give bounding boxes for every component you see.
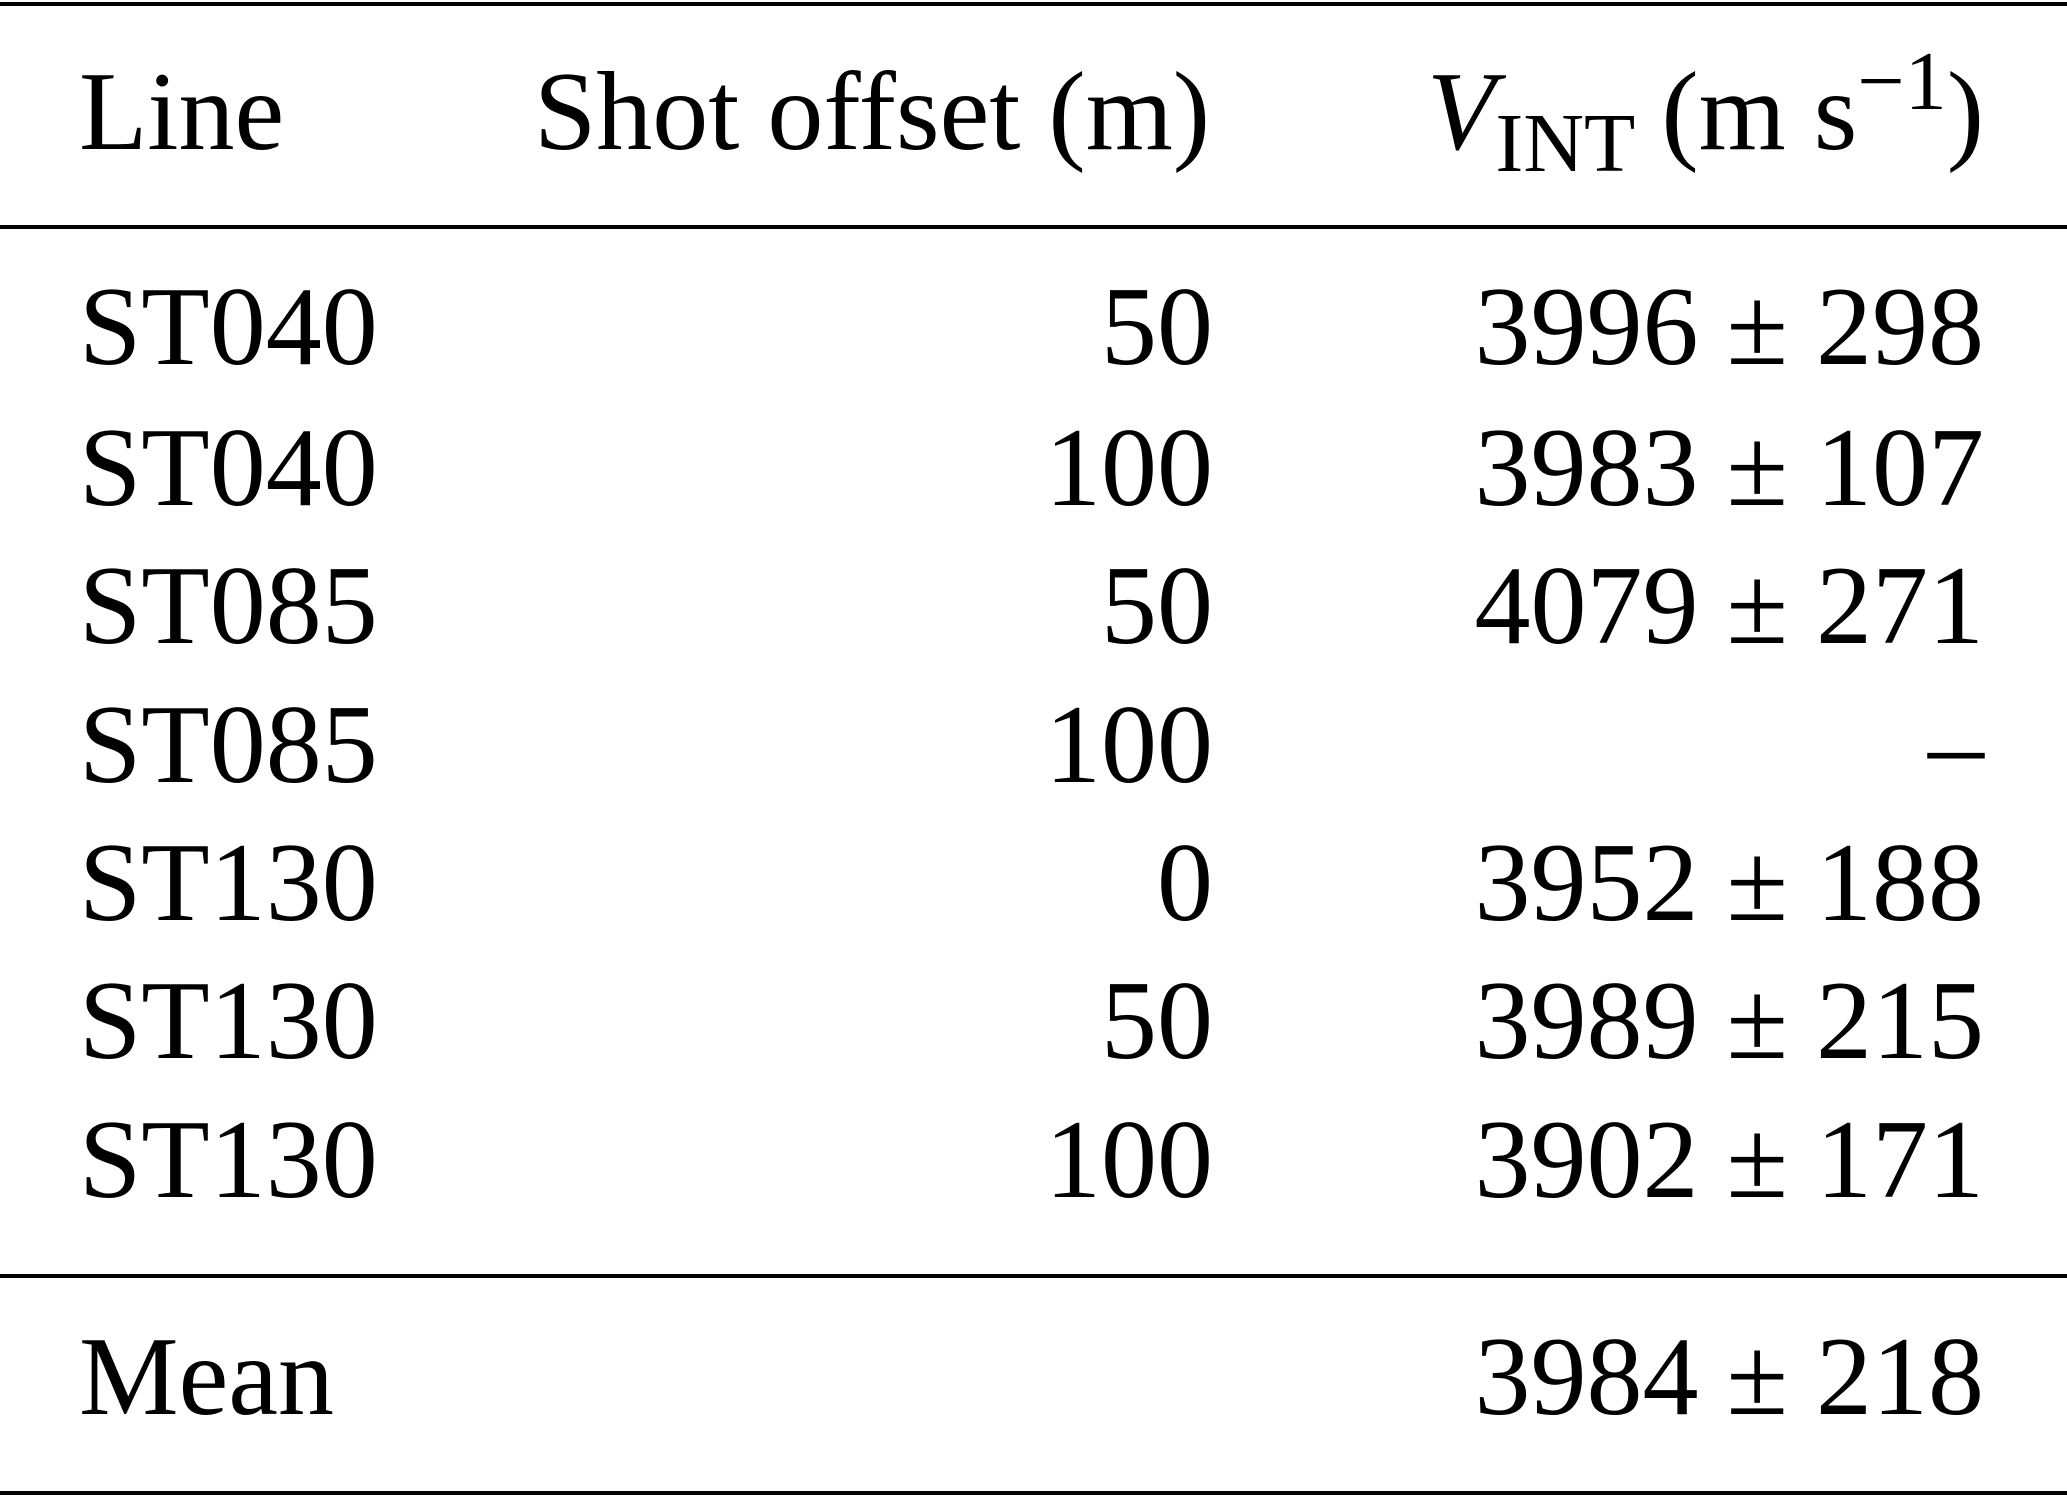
header-cell: Line xyxy=(79,50,285,174)
subscript: INT xyxy=(1495,97,1636,190)
table-cell: ST085 xyxy=(79,683,378,807)
table-cell: 100 xyxy=(1045,683,1213,807)
footer-rule xyxy=(0,1274,2067,1278)
table-cell: 50 xyxy=(1101,959,1213,1083)
bottom-rule xyxy=(0,1491,2067,1495)
table-cell: ST040 xyxy=(79,406,378,530)
table-cell: 3996 ± 298 xyxy=(1474,265,1984,389)
table-cell: 4079 ± 271 xyxy=(1474,544,1984,668)
table-cell: ST130 xyxy=(79,1098,378,1222)
table-cell: 3952 ± 188 xyxy=(1474,821,1984,945)
table-cell: ST085 xyxy=(79,544,378,668)
header-cell: Shot offset (m) xyxy=(534,50,1211,174)
table-cell: 100 xyxy=(1045,1098,1213,1222)
table-cell: ST130 xyxy=(79,959,378,1083)
table-cell: 3983 ± 107 xyxy=(1474,406,1984,530)
symbol: V xyxy=(1426,50,1496,174)
table-cell: 0 xyxy=(1157,821,1213,945)
table-cell: ST040 xyxy=(79,265,378,389)
footer-label: Mean xyxy=(79,1315,335,1439)
header-cell: VINT (m s−1) xyxy=(1427,40,1984,186)
table-cell: 50 xyxy=(1101,544,1213,668)
unit: (m s xyxy=(1661,50,1858,174)
table-cell: 3902 ± 171 xyxy=(1474,1098,1984,1222)
footer-value: 3984 ± 218 xyxy=(1474,1315,1984,1439)
table-cell: ST130 xyxy=(79,821,378,945)
table-cell: – xyxy=(1928,683,1984,807)
table-cell: 3989 ± 215 xyxy=(1474,959,1984,1083)
unit-close: ) xyxy=(1946,50,1984,174)
header-rule xyxy=(0,225,2067,229)
table-cell: 100 xyxy=(1045,406,1213,530)
table-cell: 50 xyxy=(1101,265,1213,389)
superscript: −1 xyxy=(1857,35,1947,128)
top-rule xyxy=(0,2,2067,6)
